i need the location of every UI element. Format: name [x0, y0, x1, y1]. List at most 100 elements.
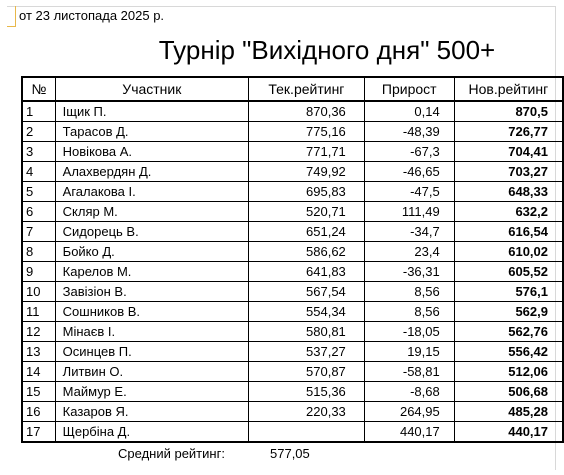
cell-new-rating: 726,77: [453, 121, 564, 142]
cell-delta: -36,31: [363, 261, 455, 282]
cell-delta: -18,05: [363, 321, 455, 342]
cell-delta: 8,56: [363, 281, 455, 302]
cell-name: Новікова А.: [54, 141, 250, 162]
cell-new-rating: 562,9: [453, 301, 564, 322]
cell-name: Мінаєв І.: [54, 321, 250, 342]
table-body: 1 Іщик П. 870,36 0,14 870,5 2 Тарасов Д. 775,16…: [20, 100, 564, 443]
cell-name: Осинцев П.: [54, 341, 250, 362]
table-row: 5 Агалакова І. 695,83 -47,5 648,33: [20, 181, 564, 202]
cell-no: 16: [20, 401, 56, 422]
average-rating-value: 577,05: [270, 446, 310, 461]
table-row: 17 Щербіна Д. 440,17 440,17: [20, 421, 564, 443]
cell-new-rating: 703,27: [453, 161, 564, 182]
cell-no: 17: [20, 421, 56, 443]
cell-name: Тарасов Д.: [54, 121, 250, 142]
cell-name: Агалакова І.: [54, 181, 250, 202]
header-new-rating: Нов.рейтинг: [453, 76, 564, 102]
cell-no: 13: [20, 341, 56, 362]
cell-delta: -58,81: [363, 361, 455, 382]
cell-new-rating: 616,54: [453, 221, 564, 242]
cell-new-rating: 870,5: [453, 100, 564, 122]
cell-name: Щербіна Д.: [54, 421, 250, 443]
header-name: Участник: [54, 76, 250, 102]
cell-new-rating: 440,17: [453, 421, 564, 443]
cell-delta: -67,3: [363, 141, 455, 162]
cell-current-rating: 554,34: [248, 301, 365, 322]
cell-new-rating: 512,06: [453, 361, 564, 382]
page-frame-top: [7, 6, 555, 7]
cell-name: Іщик П.: [54, 100, 250, 122]
cell-name: Сошников В.: [54, 301, 250, 322]
cell-current-rating: 749,92: [248, 161, 365, 182]
cell-delta: 264,95: [363, 401, 455, 422]
cell-new-rating: 605,52: [453, 261, 564, 282]
table-row: 16 Казаров Я. 220,33 264,95 485,28: [20, 401, 564, 422]
cell-no: 2: [20, 121, 56, 142]
table-row: 6 Скляр М. 520,71 111,49 632,2: [20, 201, 564, 222]
average-rating-label: Средний рейтинг:: [118, 446, 225, 461]
cell-new-rating: 485,28: [453, 401, 564, 422]
table-row: 7 Сидорець В. 651,24 -34,7 616,54: [20, 221, 564, 242]
cell-name: Алахвердян Д.: [54, 161, 250, 182]
cell-no: 9: [20, 261, 56, 282]
cell-current-rating: 771,71: [248, 141, 365, 162]
cell-current-rating: 651,24: [248, 221, 365, 242]
cell-new-rating: 610,02: [453, 241, 564, 262]
cell-current-rating: 580,81: [248, 321, 365, 342]
cell-name: Завізіон В.: [54, 281, 250, 302]
cell-no: 14: [20, 361, 56, 382]
cell-new-rating: 648,33: [453, 181, 564, 202]
table-row: 12 Мінаєв І. 580,81 -18,05 562,76: [20, 321, 564, 342]
table-row: 9 Карелов М. 641,83 -36,31 605,52: [20, 261, 564, 282]
cell-delta: 8,56: [363, 301, 455, 322]
table-row: 3 Новікова А. 771,71 -67,3 704,41: [20, 141, 564, 162]
cell-name: Бойко Д.: [54, 241, 250, 262]
cell-delta: -46,65: [363, 161, 455, 182]
cell-no: 15: [20, 381, 56, 402]
cell-name: Карелов М.: [54, 261, 250, 282]
cell-current-rating: 641,83: [248, 261, 365, 282]
table-row: 8 Бойко Д. 586,62 23,4 610,02: [20, 241, 564, 262]
cell-delta: -47,5: [363, 181, 455, 202]
cell-no: 7: [20, 221, 56, 242]
cell-delta: -34,7: [363, 221, 455, 242]
table-row: 2 Тарасов Д. 775,16 -48,39 726,77: [20, 121, 564, 142]
cell-current-rating: 870,36: [248, 100, 365, 122]
cell-no: 1: [20, 100, 56, 122]
table-row: 1 Іщик П. 870,36 0,14 870,5: [20, 100, 564, 122]
cell-no: 10: [20, 281, 56, 302]
table-row: 4 Алахвердян Д. 749,92 -46,65 703,27: [20, 161, 564, 182]
cell-no: 11: [20, 301, 56, 322]
cell-delta: 19,15: [363, 341, 455, 362]
cell-name: Сидорець В.: [54, 221, 250, 242]
cell-name: Казаров Я.: [54, 401, 250, 422]
cell-current-rating: 567,54: [248, 281, 365, 302]
page-corner-mark: [7, 6, 16, 27]
cell-delta: -48,39: [363, 121, 455, 142]
table-row: 15 Маймур Е. 515,36 -8,68 506,68: [20, 381, 564, 402]
cell-delta: -8,68: [363, 381, 455, 402]
cell-no: 4: [20, 161, 56, 182]
cell-new-rating: 632,2: [453, 201, 564, 222]
report-title: Турнір "Вихідного дня" 500+: [158, 35, 496, 65]
cell-no: 3: [20, 141, 56, 162]
cell-new-rating: 506,68: [453, 381, 564, 402]
cell-current-rating: 570,87: [248, 361, 365, 382]
cell-new-rating: 704,41: [453, 141, 564, 162]
cell-delta: 23,4: [363, 241, 455, 262]
cell-name: Маймур Е.: [54, 381, 250, 402]
cell-new-rating: 562,76: [453, 321, 564, 342]
table-row: 11 Сошников В. 554,34 8,56 562,9: [20, 301, 564, 322]
table-row: 14 Литвин О. 570,87 -58,81 512,06: [20, 361, 564, 382]
cell-current-rating: [248, 421, 365, 443]
table-row: 10 Завізіон В. 567,54 8,56 576,1: [20, 281, 564, 302]
cell-name: Скляр М.: [54, 201, 250, 222]
header-current-rating: Тек.рейтинг: [248, 76, 365, 102]
cell-delta: 440,17: [363, 421, 455, 443]
cell-current-rating: 220,33: [248, 401, 365, 422]
cell-current-rating: 515,36: [248, 381, 365, 402]
table-row: 13 Осинцев П. 537,27 19,15 556,42: [20, 341, 564, 362]
cell-current-rating: 695,83: [248, 181, 365, 202]
cell-no: 6: [20, 201, 56, 222]
cell-current-rating: 586,62: [248, 241, 365, 262]
